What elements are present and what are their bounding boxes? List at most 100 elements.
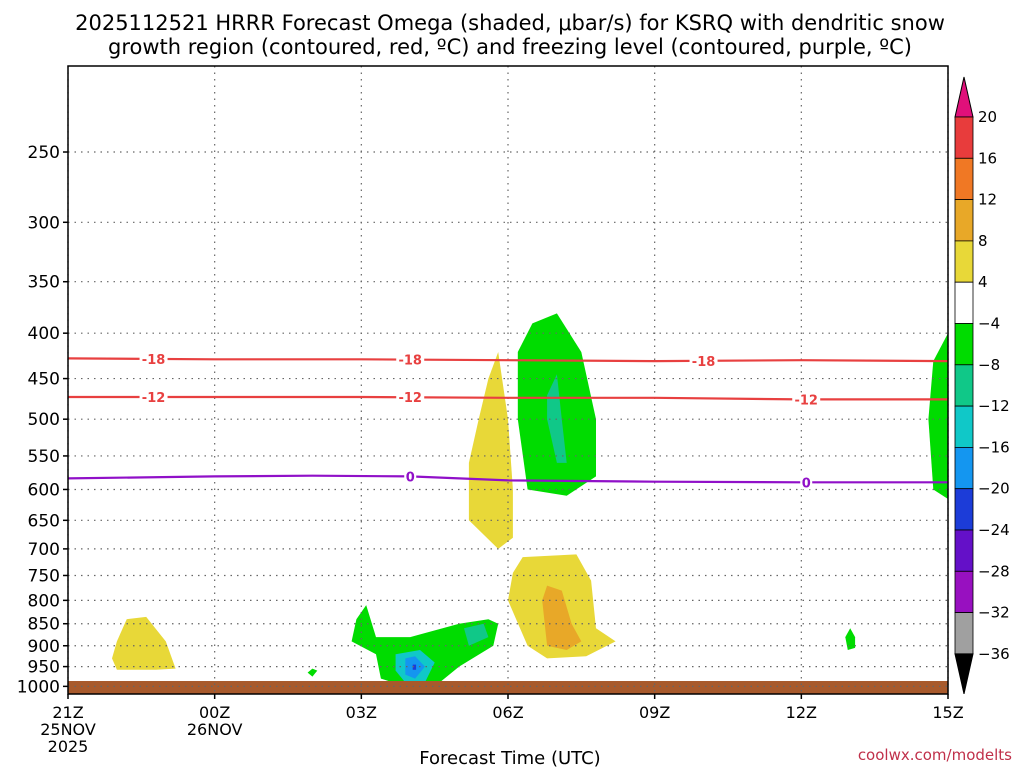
chart-title-line-1: 2025112521 HRRR Forecast Omega (shaded, … [75, 11, 945, 35]
colorbar-swatch [954, 323, 974, 366]
terrain-surface [68, 681, 948, 694]
colorbar-label: −28 [978, 562, 1010, 580]
y-axis-ticks: 2503003504004505005506006507007508008509… [17, 143, 68, 697]
x-tick-label-line: 06Z [492, 703, 523, 722]
y-tick-label: 700 [28, 540, 60, 560]
contour-label-bg [396, 352, 425, 367]
colorbar-swatch [954, 612, 974, 655]
colorbar-swatch [954, 281, 974, 324]
colorbar-top-arrow [954, 76, 974, 118]
y-tick-label: 550 [28, 447, 60, 467]
colorbar-swatch [954, 529, 974, 572]
colorbar-swatch [954, 446, 974, 490]
omega-region [307, 668, 318, 677]
colorbar-label: −24 [978, 521, 1010, 539]
colorbar-swatch [954, 364, 974, 407]
omega-shaded-regions [112, 313, 948, 687]
x-tick-label-line: 03Z [346, 703, 377, 722]
x-tick-label-line: 12Z [786, 703, 817, 722]
colorbar-label: 4 [978, 273, 988, 291]
omega-region [412, 664, 417, 670]
contour-label: -18 [142, 353, 166, 368]
colorbar-label: −20 [978, 480, 1010, 498]
y-tick-label: 450 [28, 370, 60, 390]
contour-label-bg [404, 469, 417, 484]
credit-text: coolwx.com/modelts [858, 746, 1012, 764]
x-tick-label-line: 21Z [52, 703, 83, 722]
omega-region [464, 623, 489, 646]
y-tick-label: 300 [28, 213, 60, 233]
omega-region [928, 333, 948, 499]
colorbar-swatch [954, 240, 974, 283]
y-tick-label: 850 [28, 615, 60, 635]
y-tick-label: 250 [28, 143, 60, 163]
x-tick-label: 09Z [639, 703, 670, 722]
x-tick-label: 06Z [492, 703, 523, 722]
colorbar-label: −32 [978, 604, 1010, 622]
omega-region [542, 585, 582, 650]
chart-title-line-2: growth region (contoured, red, ºC) and f… [108, 35, 912, 59]
x-tick-label-line: 09Z [639, 703, 670, 722]
y-tick-label: 600 [28, 480, 60, 500]
colorbar-label: −16 [978, 438, 1010, 456]
colorbar-label: 20 [978, 108, 997, 126]
x-tick-label-line: 26NOV [187, 720, 243, 739]
colorbar-swatch [954, 116, 974, 159]
x-tick-label: 15Z [932, 703, 963, 722]
y-tick-label: 500 [28, 410, 60, 430]
colorbar-label: 16 [978, 149, 997, 167]
colorbar-label: −36 [978, 645, 1010, 663]
colorbar-label: −8 [978, 356, 1000, 374]
omega-region [351, 605, 499, 687]
colorbar-label: 12 [978, 191, 997, 209]
x-tick-label-line: 2025 [48, 737, 89, 756]
colorbar-swatch [954, 570, 974, 613]
colorbar-label: −4 [978, 315, 1000, 333]
contour-label-bg [396, 390, 425, 405]
colorbar: 20 16 12 8 4 −4 −8 −12 −16 −20 −24 −28 −32 −36 [954, 76, 1010, 695]
y-tick-label: 900 [28, 637, 60, 657]
contour-label: 0 [406, 470, 415, 485]
y-tick-label: 800 [28, 591, 60, 611]
y-tick-label: 950 [28, 658, 60, 678]
y-tick-label: 1000 [17, 677, 60, 697]
colorbar-bottom-arrow [954, 653, 974, 695]
contour-label-bg [139, 351, 168, 366]
x-tick-label: 03Z [346, 703, 377, 722]
contour-label-bg [800, 475, 813, 490]
contour-label: -12 [794, 393, 818, 408]
x-tick-label-line: 00Z [199, 703, 230, 722]
contour-label-bg [139, 389, 168, 404]
x-axis-label: Forecast Time (UTC) [419, 748, 600, 768]
contour-line [67, 474, 948, 484]
omega-region [845, 628, 856, 650]
y-tick-label: 350 [28, 273, 60, 293]
x-tick-label-line: 25NOV [40, 720, 96, 739]
x-tick-label: 00Z 26NOV [187, 703, 243, 739]
contour-line [67, 357, 949, 363]
contour-label: 0 [802, 476, 811, 491]
contour-label: -18 [692, 355, 716, 370]
colorbar-label: −12 [978, 397, 1010, 415]
omega-region [112, 616, 176, 670]
colorbar-swatch [954, 157, 974, 201]
colorbar-swatch [954, 488, 974, 531]
y-tick-label: 400 [28, 324, 60, 344]
y-tick-label: 650 [28, 511, 60, 531]
x-tick-label: 21Z 25NOV 2025 [40, 703, 96, 756]
colorbar-swatch [954, 199, 974, 242]
colorbar-swatch [954, 405, 974, 448]
contour-label: -12 [142, 391, 166, 406]
temperature-contours: -18 -18 -18 -12 -12 -12 0 0 [67, 351, 949, 491]
omega-region [468, 352, 513, 549]
contour-label-bg [792, 392, 821, 407]
colorbar-label: 8 [978, 232, 988, 250]
y-tick-label: 750 [28, 566, 60, 586]
x-axis-ticks: 21Z 25NOV 2025 00Z 26NOV 03Z 06Z 09Z 12Z 15Z [40, 694, 964, 756]
contour-label: -18 [398, 354, 422, 369]
x-tick-label: 12Z [786, 703, 817, 722]
contour-label-bg [689, 353, 718, 368]
contour-label: -12 [398, 391, 422, 406]
x-tick-label-line: 15Z [932, 703, 963, 722]
